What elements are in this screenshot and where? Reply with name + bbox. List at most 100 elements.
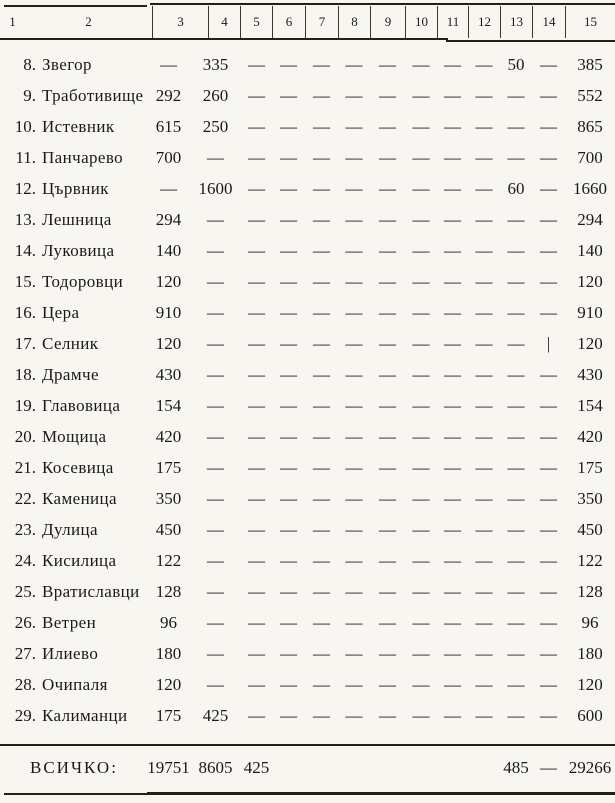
cell-col8: — [345,271,363,291]
row-number: 29. [14,705,36,725]
row-label: 10. Истевник [0,117,147,137]
cell-col14: — [540,395,557,415]
cell-col3: 294 [155,209,182,229]
cell-col3: 175 [155,457,182,477]
cell-col8: — [345,147,363,167]
cell-col8: — [345,457,363,477]
cell-col8: — [345,705,363,725]
cell-col5: — [248,581,265,601]
cell-col5: — [248,240,265,260]
cell-col8: — [345,178,363,198]
row-label: 29. Калиманци [0,706,147,726]
cell-col4: 335 [202,54,229,74]
cell-col6: — [280,54,297,74]
row-label: 13. Лешница [0,210,147,230]
row-number: 10. [14,116,36,136]
cell-col10: — [412,643,430,663]
row-label: 12. Цървник [0,179,147,199]
cell-col8: — [345,550,363,570]
cell-col10: — [412,426,430,446]
cell-col13: — [507,643,525,663]
row-number: 20. [14,426,36,446]
cell-col7: — [313,116,330,136]
cell-col10: — [412,457,430,477]
row-number: 12. [14,178,36,198]
row-name: Вратиславци [42,581,140,601]
cell-col8: — [345,333,363,353]
cell-col9: — [379,426,396,446]
cell-col15: 552 [577,85,603,105]
cell-col11: — [444,612,461,632]
column-header-8: 8 [338,6,370,38]
cell-col10: — [412,395,430,415]
cell-col14: — [540,302,557,322]
cell-col12: — [475,54,493,74]
cell-col11: — [444,271,461,291]
cell-col9: — [379,147,396,167]
row-number: 28. [14,674,36,694]
cell-col14: — [540,54,557,74]
cell-col9: — [379,395,396,415]
cell-col12: — [475,271,493,291]
cell-col6: — [280,395,297,415]
cell-col5: — [248,302,265,322]
row-label: 15. Тодоровци [0,272,147,292]
cell-col14: — [540,85,557,105]
cell-col3: 420 [155,426,182,446]
cell-col5: — [248,54,265,74]
table-row: 12. Цървник — 1600 — — — — — — — — 60 — 1660 [0,173,615,204]
cell-col4: — [207,612,224,632]
cell-col8: — [345,54,363,74]
cell-col6: — [280,705,297,725]
cell-col11: — [444,705,461,725]
table-row: 14. Луковица 140 — — — — — — — — — — — 140 [0,235,615,266]
cell-col4: — [207,457,224,477]
cell-col13: — [507,457,525,477]
cell-col3: — [160,54,177,74]
cell-col5: — [248,209,265,229]
cell-col7: — [313,550,330,570]
cell-col15: 910 [577,302,603,322]
cell-col10: — [412,271,430,291]
row-number: 11. [15,147,36,167]
column-header-13: 13 [500,6,532,38]
cell-col13: — [507,550,525,570]
row-name: Драмче [42,364,99,384]
cell-col7: — [313,147,330,167]
cell-col14: — [540,612,557,632]
cell-col13: — [507,674,525,694]
cell-col5: — [248,612,265,632]
row-number: 19. [14,395,36,415]
cell-col15: 154 [577,395,603,415]
cell-col7: — [313,209,330,229]
cell-col15: 180 [577,643,603,663]
cell-col13: — [507,116,525,136]
total-col5: 425 [243,758,270,777]
table-row: 23. Дулица 450 — — — — — — — — — — — 450 [0,514,615,545]
cell-col5: — [248,395,265,415]
cell-col7: — [313,333,330,353]
column-header-6: 6 [272,6,305,38]
row-name: Ветрен [42,612,97,632]
row-name: Панчарево [42,147,124,167]
cell-col10: — [412,302,430,322]
cell-col4: — [207,209,224,229]
row-name: Цера [42,302,80,322]
cell-col11: — [444,209,461,229]
cell-col7: — [313,612,330,632]
cell-col8: — [345,116,363,136]
cell-col7: — [313,581,330,601]
row-name: Истевник [42,116,115,136]
cell-col12: — [475,302,493,322]
bottom-rule-left-segment [4,793,149,795]
cell-col11: — [444,550,461,570]
cell-col13: — [507,333,525,353]
column-header-11: 11 [437,6,468,38]
cell-col9: — [379,364,396,384]
row-name: Илиево [42,643,99,663]
cell-col8: — [345,426,363,446]
cell-col14: — [540,488,557,508]
cell-col6: — [280,426,297,446]
cell-col3: 128 [155,581,182,601]
cell-col3: 180 [155,643,182,663]
